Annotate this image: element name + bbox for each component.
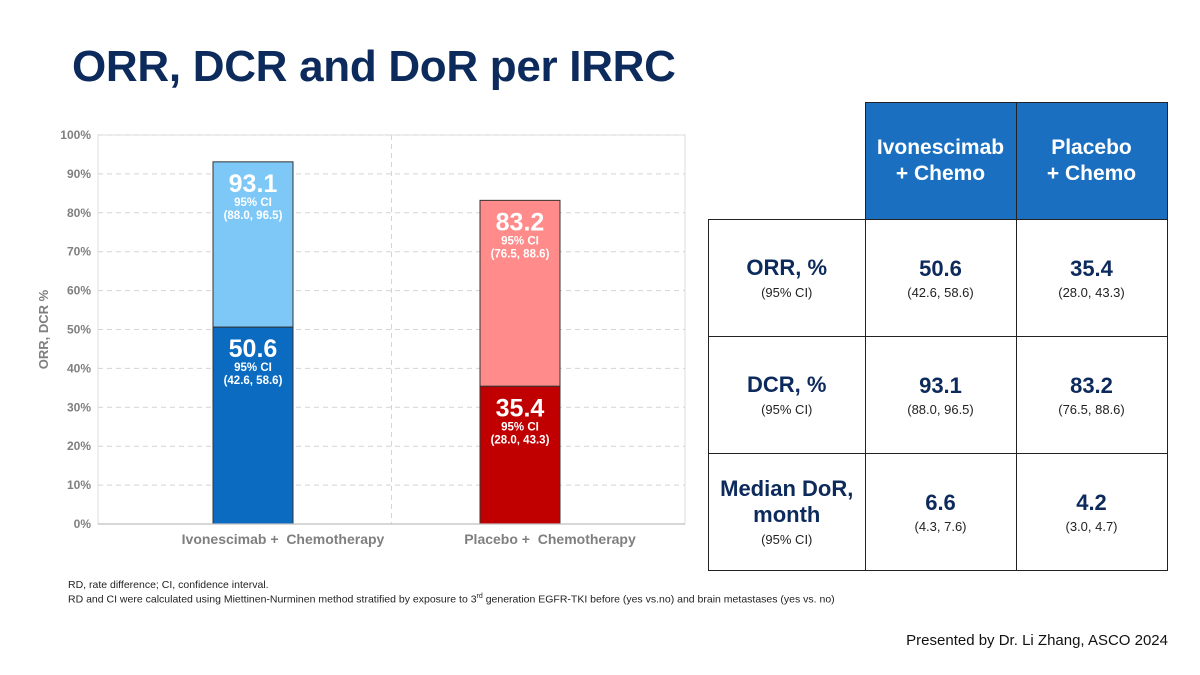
data-label-orr: 50.6 [229, 335, 278, 363]
row-label-dcr: DCR, % [747, 372, 827, 397]
ci-value-dcr: (88.0, 96.5) [224, 210, 283, 222]
y-tick-label: 10% [67, 478, 91, 492]
col-header-ivonescimab-line2: + Chemo [895, 161, 986, 185]
row-header-dcr: DCR, % (95% CI) [708, 335, 866, 454]
ci-value-orr: (42.6, 58.6) [224, 375, 283, 387]
cell-dor-placebo: 4.2 (3.0, 4.7) [1015, 452, 1168, 571]
y-tick-label: 0% [74, 517, 92, 531]
row-header-dor: Median DoR, month (95% CI) [708, 452, 866, 571]
cell-dcr-placebo: 83.2 (76.5, 88.6) [1015, 335, 1168, 454]
x-tick-label: Placebo + Chemotherapy [464, 531, 636, 547]
data-label-orr: 35.4 [496, 394, 545, 422]
row-label-dor-line2: month [753, 502, 821, 527]
value-orr-placebo: 35.4 [1070, 255, 1113, 281]
orr-dcr-bar-chart: 0% 10% 20% 30% 40% 50% 60% 70% 80% 90% 100% ORR, DC… [36, 128, 686, 547]
value-dor-placebo: 4.2 [1076, 489, 1107, 515]
cell-dcr-ivonescimab: 93.1 (88.0, 96.5) [864, 335, 1017, 454]
footnote-line-2: RD and CI were calculated using Miettine… [68, 591, 835, 606]
page-title: ORR, DCR and DoR per IRRC [72, 42, 676, 91]
footnote-line-2-pre: RD and CI were calculated using Miettine… [68, 593, 477, 606]
y-tick-label: 40% [67, 361, 91, 375]
row-header-orr: ORR, % (95% CI) [708, 218, 866, 337]
footnote-line-2-post: generation EGFR-TKI before (yes vs.no) a… [482, 593, 835, 606]
cell-dor-ivonescimab: 6.6 (4.3, 7.6) [864, 452, 1017, 571]
row-sub-dor: (95% CI) [761, 532, 813, 547]
y-tick-label: 70% [67, 245, 91, 259]
value-dor-ivonescimab: 6.6 [925, 489, 956, 515]
col-header-placebo-line2: + Chemo [1046, 161, 1137, 185]
ci-label-dcr: 95% CI [501, 235, 539, 247]
data-label-dcr: 93.1 [229, 170, 278, 198]
y-tick-label: 90% [67, 167, 91, 181]
data-label-dcr: 83.2 [496, 208, 545, 236]
col-header-ivonescimab-line1: Ivonescimab [876, 135, 1005, 159]
row-sub-orr: (95% CI) [761, 285, 813, 300]
col-header-placebo-line1: Placebo [1051, 135, 1132, 159]
table-row-dcr: DCR, % (95% CI) 93.1 (88.0, 96.5) 83.2 (… [708, 335, 1168, 454]
value-orr-ivonescimab: 50.6 [919, 255, 962, 281]
ci-label-dcr: 95% CI [234, 197, 272, 209]
table-corner [708, 102, 866, 220]
y-tick-label: 100% [60, 128, 91, 142]
y-tick-label: 20% [67, 439, 91, 453]
presenter-credit: Presented by Dr. Li Zhang, ASCO 2024 [906, 632, 1168, 649]
cell-orr-placebo: 35.4 (28.0, 43.3) [1015, 218, 1168, 337]
ci-label-orr: 95% CI [501, 421, 539, 433]
ci-value-orr: (28.0, 43.3) [491, 434, 550, 446]
footnotes: RD, rate difference; CI, confidence inte… [68, 579, 835, 606]
ci-dor-ivonescimab: (4.3, 7.6) [914, 518, 967, 534]
row-sub-dcr: (95% CI) [761, 402, 813, 417]
ci-value-dcr: (76.5, 88.6) [491, 248, 550, 260]
ci-orr-ivonescimab: (42.6, 58.6) [907, 284, 974, 300]
y-tick-label: 50% [67, 323, 91, 337]
results-table: Ivonescimab + Chemo Placebo + Chemo ORR,… [708, 102, 1168, 571]
col-header-placebo: Placebo + Chemo [1015, 102, 1168, 220]
row-label-dor-line1: Median DoR, [720, 476, 854, 501]
col-header-ivonescimab: Ivonescimab + Chemo [864, 102, 1017, 220]
y-tick-label: 60% [67, 284, 91, 298]
y-tick-label: 30% [67, 400, 91, 414]
cell-orr-ivonescimab: 50.6 (42.6, 58.6) [864, 218, 1017, 337]
bar-segment-dcr [479, 199, 561, 387]
ci-label-orr: 95% CI [234, 362, 272, 374]
row-label-orr: ORR, % [746, 255, 828, 280]
y-axis-title: ORR, DCR % [36, 289, 51, 369]
value-dcr-ivonescimab: 93.1 [919, 372, 962, 398]
ci-orr-placebo: (28.0, 43.3) [1058, 284, 1125, 300]
footnote-line-1: RD, rate difference; CI, confidence inte… [68, 579, 269, 591]
table-row-dor: Median DoR, month (95% CI) 6.6 (4.3, 7.6… [708, 452, 1168, 571]
bar-segment-orr [212, 326, 294, 525]
y-tick-label: 80% [67, 206, 91, 220]
table-row-orr: ORR, % (95% CI) 50.6 (42.6, 58.6) 35.4 (… [708, 218, 1168, 337]
footnote-line-2-sup: rd [476, 593, 483, 600]
ci-dcr-placebo: (76.5, 88.6) [1058, 401, 1125, 417]
x-tick-label: Ivonescimab + Chemotherapy [182, 531, 385, 547]
ci-dor-placebo: (3.0, 4.7) [1065, 518, 1118, 534]
value-dcr-placebo: 83.2 [1070, 372, 1113, 398]
bar-segment-orr [479, 385, 561, 525]
ci-dcr-ivonescimab: (88.0, 96.5) [907, 401, 974, 417]
